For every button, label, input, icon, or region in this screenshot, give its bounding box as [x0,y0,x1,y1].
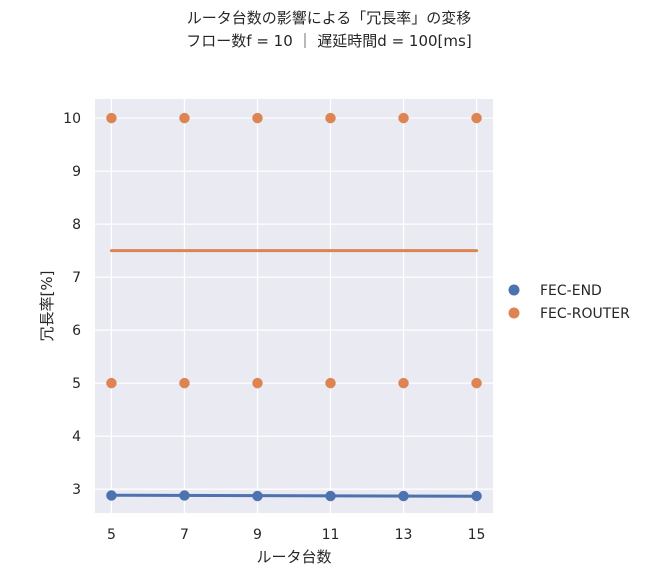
x-axis-ticks: 5 7 9 11 13 15 [107,527,486,543]
data-point-series-1 [398,377,409,389]
data-points [106,112,482,502]
x-tick-label: 5 [107,527,116,543]
data-point-series-1 [471,377,482,389]
y-axis-label: 冗長率[%] [38,271,56,342]
x-tick-label: 13 [395,527,413,543]
y-tick-label: 6 [72,323,81,339]
data-point-series-0 [106,490,117,501]
data-point-series-1 [106,377,117,389]
y-tick-label: 9 [72,164,81,180]
x-tick-label: 15 [468,527,486,543]
y-tick-label: 5 [72,376,81,392]
chart-title: ルータ台数の影響による「冗長率」の変移 [187,9,472,27]
data-point-series-1 [471,112,482,124]
grid [95,99,493,513]
chart-subtitle: フロー数f = 10 ｜ 遅延時間d = 100[ms] [186,32,471,50]
legend-marker-fec-router [508,307,520,319]
y-tick-label: 3 [72,482,81,498]
data-point-series-1 [106,112,117,124]
data-point-series-1 [325,377,336,389]
plot-area [95,99,493,513]
legend: FEC-END FEC-ROUTER [508,283,630,322]
data-point-series-0 [179,490,190,501]
x-tick-label: 9 [253,527,262,543]
data-point-series-0 [252,490,263,502]
data-point-series-1 [325,112,336,124]
y-axis-ticks: 3 4 5 6 7 8 9 10 [63,111,81,498]
legend-marker-fec-end [508,284,520,296]
data-point-series-0 [325,490,336,502]
legend-label-fec-router: FEC-ROUTER [540,306,630,322]
data-point-series-1 [252,377,263,389]
data-point-series-1 [179,377,190,389]
y-tick-label: 10 [63,111,81,127]
data-point-series-0 [398,490,409,502]
data-point-series-0 [471,490,482,502]
data-point-series-1 [252,112,263,124]
data-point-series-1 [398,112,409,124]
fit-lines [109,249,479,498]
x-axis-label: ルータ台数 [256,548,331,566]
data-point-series-1 [179,112,190,124]
y-tick-label: 7 [72,270,81,286]
x-tick-label: 11 [322,527,340,543]
legend-label-fec-end: FEC-END [540,283,602,299]
y-tick-label: 8 [72,217,81,233]
x-tick-label: 7 [180,527,189,543]
y-tick-label: 4 [72,429,81,445]
fit-line-series-0 [109,493,479,498]
